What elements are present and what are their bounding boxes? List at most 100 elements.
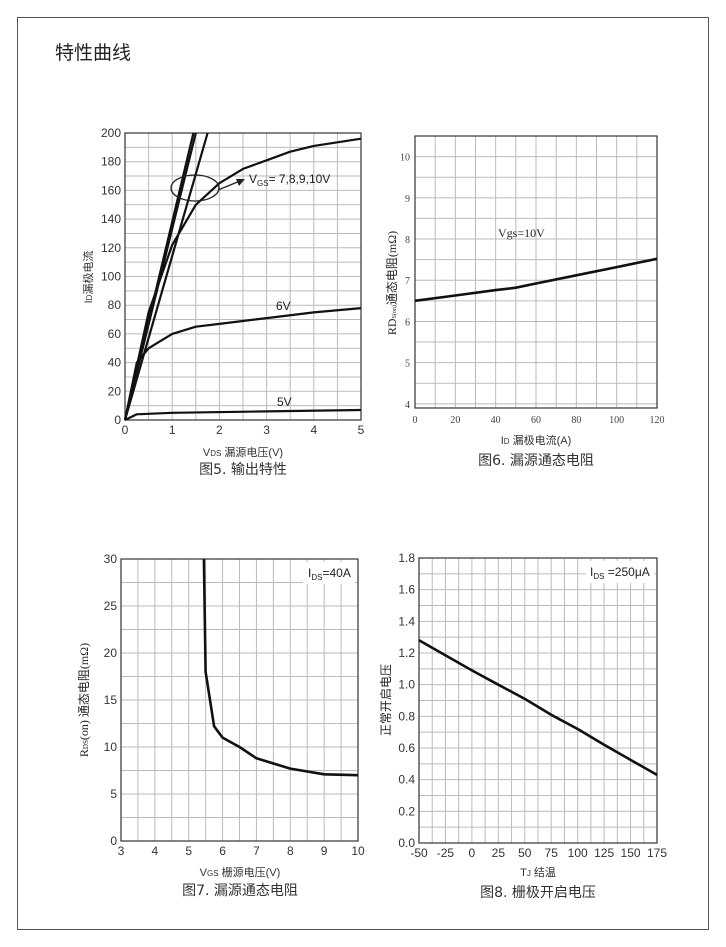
plot-frame (120, 558, 359, 842)
x-axis-label: VGS 栅源电压(V) (200, 865, 281, 879)
y-tick-label: 0.2 (398, 804, 415, 818)
y-tick-label: 160 (101, 183, 121, 197)
series-line-0 (414, 257, 658, 303)
arrow-head-icon (236, 179, 245, 186)
y-tick-label: 40 (108, 356, 122, 370)
vgs-annotation: VGS= 7,8,9,10V (249, 172, 330, 188)
y-tick-label: 25 (104, 599, 118, 613)
y-tick-label: 7 (405, 276, 410, 287)
x-tick-label: 1 (169, 423, 176, 437)
y-axis-label: RDS(on) 通态电阻(mΩ) (77, 643, 91, 757)
y-tick-label: 20 (104, 646, 118, 660)
annotation-box (303, 562, 355, 584)
y-tick-label: 20 (108, 384, 122, 398)
y-tick-label: 0.4 (398, 773, 415, 787)
x-tick-label: 150 (621, 846, 641, 860)
y-tick-label: 15 (104, 693, 118, 707)
y-tick-label: 6 (405, 317, 410, 328)
y-tick-label: 30 (104, 552, 118, 566)
x-tick-label: 50 (518, 846, 532, 860)
y-tick-label: 140 (101, 212, 121, 226)
y-tick-label: 0 (114, 413, 121, 427)
chart-output-characteristics: VDS 漏源电压(V) ID漏极电流 图5. 输出特性 0 1 2 3 4 5 0 20 40 6… (81, 126, 365, 478)
x-tick-label: 80 (571, 415, 581, 426)
x-tick-label: 8 (287, 844, 294, 858)
x-tick-label: 100 (568, 846, 588, 860)
x-axis-label: ID 漏极电流(A) (501, 433, 572, 447)
y-tick-label: 120 (101, 241, 121, 255)
page-title: 特性曲线 (55, 42, 132, 64)
plot-frame (418, 557, 658, 844)
series-line-0 (202, 558, 359, 777)
x-tick-label: 75 (545, 846, 559, 860)
figure-caption: 图5. 输出特性 (199, 462, 287, 478)
chart-threshold-voltage: TJ 结温 正常开启电压 图8. 栅极开启电压 -50 -25 0 25 50 75 100… (379, 551, 667, 901)
y-tick-label: 1.6 (398, 583, 415, 597)
x-tick-label: 175 (647, 846, 667, 860)
x-tick-label: 0 (122, 423, 129, 437)
y-tick-label: 1.8 (398, 551, 415, 565)
y-tick-label: 100 (101, 270, 121, 284)
x-tick-label: 6 (219, 844, 226, 858)
x-tick-label: 60 (531, 415, 541, 426)
chart-on-resistance-vs-vgs: VGS 栅源电压(V) RDS(on) 通态电阻(mΩ) 图7. 漏源通态电阻 … (77, 552, 365, 899)
x-tick-label: 5 (185, 844, 192, 858)
y-tick-label: 80 (108, 298, 122, 312)
x-tick-label: 25 (492, 846, 506, 860)
y-tick-label: 10 (104, 740, 118, 754)
x-tick-label: 125 (594, 846, 614, 860)
y-tick-label: 4 (405, 400, 410, 411)
x-tick-label: 10 (351, 844, 365, 858)
annotation-box (586, 561, 654, 583)
x-tick-label: 5 (358, 423, 365, 437)
grid (120, 558, 359, 842)
y-tick-label: 5 (405, 359, 410, 370)
plot-frame (414, 135, 658, 409)
y-tick-label: 0 (110, 834, 117, 848)
y-tick-label: 10 (400, 153, 410, 164)
y-axis-label: 正常开启电压 (379, 664, 393, 736)
x-tick-label: 0 (469, 846, 476, 860)
x-tick-label: 9 (321, 844, 328, 858)
x-tick-label: 4 (310, 423, 317, 437)
6v-label: 6V (276, 299, 291, 313)
x-tick-label: 4 (152, 844, 159, 858)
chart-on-resistance-vs-current: ID 漏极电流(A) RDS(on)通态电阻(mΩ) 图6. 漏源通态电阻 0 2… (385, 135, 665, 469)
y-tick-label: 0.0 (398, 836, 415, 850)
x-tick-label: 7 (253, 844, 260, 858)
annotation-arrow (217, 180, 241, 191)
y-tick-label: 1.0 (398, 678, 415, 692)
y-tick-label: 1.4 (398, 614, 415, 628)
y-tick-label: 9 (405, 194, 410, 205)
curve-group-ellipse (170, 174, 220, 202)
x-tick-label: -50 (410, 846, 428, 860)
x-tick-label: 3 (263, 423, 270, 437)
x-tick-label: -25 (437, 846, 455, 860)
series-line-6V (123, 307, 362, 421)
ids-annotation: IDS=40A (308, 566, 351, 582)
y-tick-label: 0.8 (398, 709, 415, 723)
grid (418, 557, 658, 844)
y-tick-label: 60 (108, 327, 122, 341)
y-tick-label: 0.6 (398, 741, 415, 755)
vgs-annotation: Vgs=10V (498, 226, 545, 240)
x-tick-label: 2 (216, 423, 223, 437)
series-line-2 (123, 132, 209, 421)
plot-frame (124, 132, 362, 421)
y-tick-label: 180 (101, 155, 121, 169)
figure-caption: 图7. 漏源通态电阻 (182, 883, 298, 899)
x-tick-label: 3 (118, 844, 125, 858)
figure-caption: 图8. 栅极开启电压 (480, 885, 596, 901)
x-tick-label: 100 (609, 415, 624, 426)
x-tick-label: 20 (450, 415, 460, 426)
x-tick-label: 0 (413, 415, 418, 426)
page-frame (17, 17, 709, 930)
ids-annotation: IDS =250μA (590, 565, 650, 581)
y-tick-label: 200 (101, 126, 121, 140)
y-tick-label: 8 (405, 235, 410, 246)
x-axis-label: TJ 结温 (520, 866, 556, 879)
series-line-5V (124, 408, 362, 421)
x-tick-label: 120 (650, 415, 665, 426)
y-axis-label: ID漏极电流 (81, 251, 95, 304)
